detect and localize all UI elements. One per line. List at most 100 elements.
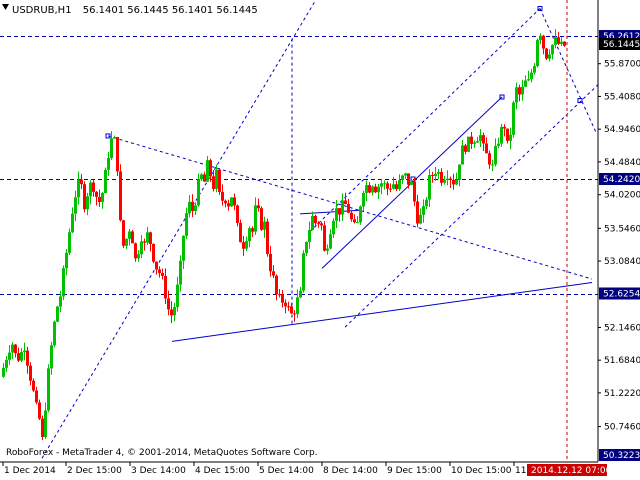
candle-body	[5, 359, 8, 368]
candle-body	[191, 201, 194, 212]
candle	[272, 265, 275, 279]
candle	[374, 183, 377, 194]
candle	[503, 124, 506, 137]
candle-body	[107, 158, 110, 170]
candle	[353, 214, 356, 224]
candle	[5, 356, 8, 373]
candle	[185, 207, 188, 240]
time-tick-label: 8 Dec 14:00	[323, 466, 378, 476]
candle-body	[374, 186, 377, 193]
candle-body	[407, 173, 410, 185]
candle-body	[551, 44, 554, 55]
candle	[281, 289, 284, 308]
candle-body	[461, 145, 464, 165]
candle	[200, 172, 203, 181]
candle-body	[50, 345, 53, 369]
candle	[137, 250, 140, 262]
candle	[422, 199, 425, 223]
candle-body	[398, 180, 401, 190]
candle	[242, 235, 245, 256]
candle-body	[449, 178, 452, 180]
candle-body	[428, 175, 431, 200]
candle-body	[533, 66, 536, 73]
candle-body	[119, 171, 122, 221]
candle-body	[38, 402, 41, 419]
candle	[413, 178, 416, 207]
candle	[317, 221, 320, 228]
candle-body	[563, 41, 566, 46]
candle-body	[203, 174, 206, 182]
candles	[2, 29, 566, 440]
candle	[512, 100, 515, 138]
candle-body	[2, 367, 5, 377]
price-tick-label: 51.6840	[604, 356, 640, 366]
candle-body	[173, 306, 176, 316]
time-tick-label: 9 Dec 15:00	[387, 466, 442, 476]
candle	[485, 137, 488, 154]
candle-body	[254, 205, 257, 232]
candle	[164, 268, 167, 304]
ohlc-label: 56.1401 56.1445 56.1401 56.1445	[83, 5, 258, 16]
price-tick-label: 54.0200	[604, 191, 640, 201]
candle-body	[362, 192, 365, 207]
candle-body	[71, 213, 74, 233]
candle	[80, 174, 83, 189]
candle-body	[146, 232, 149, 243]
candle-body	[386, 183, 389, 189]
candle-body	[341, 200, 344, 215]
candle	[368, 182, 371, 194]
candle	[17, 347, 20, 362]
candle-body	[47, 368, 50, 411]
candle	[545, 47, 548, 60]
candle-body	[167, 298, 170, 310]
candle-body	[389, 188, 392, 190]
candle-body	[257, 205, 260, 209]
candle	[335, 199, 338, 229]
candle	[11, 342, 14, 360]
candle	[158, 266, 161, 278]
candle	[338, 208, 341, 222]
candle-body	[338, 208, 341, 215]
candle	[530, 68, 533, 83]
candle	[536, 38, 539, 68]
candle-body	[53, 321, 56, 346]
candle	[116, 136, 119, 176]
candle-body	[383, 183, 386, 185]
time-axis: 1 Dec 2014 2 Dec 15:00 3 Dec 14:00 4 Dec 15…	[2, 462, 526, 476]
time-tick-label: 5 Dec 14:00	[259, 466, 314, 476]
candle	[122, 219, 125, 249]
candle-body	[344, 200, 347, 205]
candle	[221, 184, 224, 206]
candle-body	[380, 183, 383, 187]
candle-body	[143, 241, 146, 243]
candle	[167, 290, 170, 316]
candle	[68, 228, 71, 256]
candle	[119, 164, 122, 222]
candle-body	[536, 40, 539, 67]
candle-body	[431, 175, 434, 177]
candle-body	[80, 179, 83, 185]
candle	[437, 169, 440, 180]
candle	[65, 249, 68, 276]
symbol-label: USDRUB,H1	[12, 5, 72, 16]
candle-body	[11, 344, 14, 353]
candle	[398, 174, 401, 191]
candle	[455, 172, 458, 186]
candle-body	[542, 35, 545, 49]
candle-body	[239, 222, 242, 243]
price-label-highlight: 52.6254	[603, 290, 640, 300]
candle	[104, 167, 107, 194]
candle	[452, 173, 455, 190]
candle	[8, 345, 11, 365]
candle-body	[278, 294, 281, 296]
candle	[341, 193, 344, 221]
candle	[47, 364, 50, 413]
candle	[509, 127, 512, 150]
price-label-box	[599, 173, 640, 186]
candle	[230, 197, 233, 207]
candle-body	[368, 185, 371, 193]
candle-body	[29, 365, 32, 381]
